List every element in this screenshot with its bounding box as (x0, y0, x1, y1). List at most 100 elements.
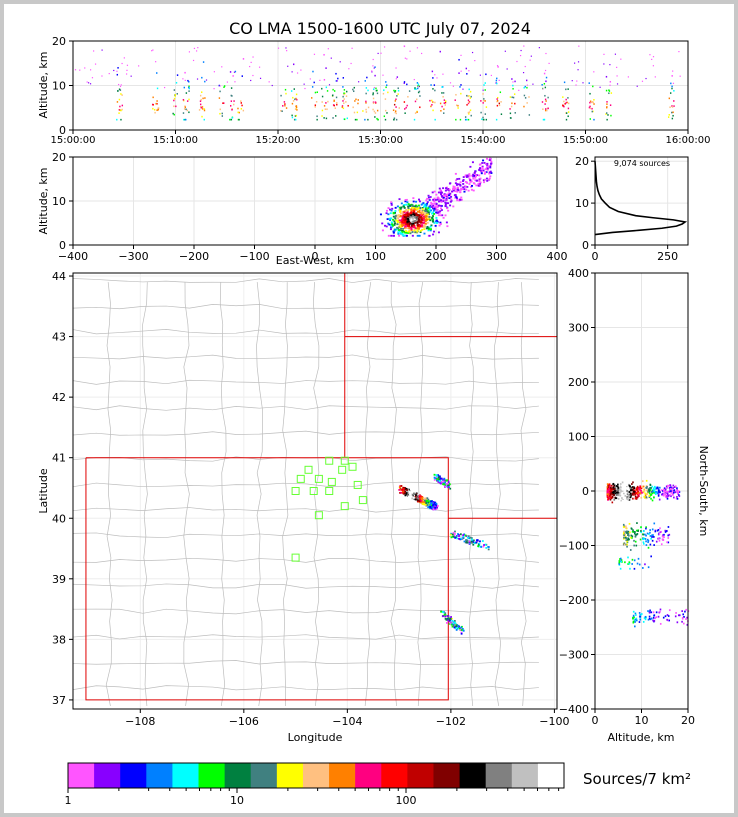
histogram-xtick-label: 0 (592, 250, 599, 263)
ew-height-source (458, 198, 461, 201)
ns-height-source (633, 492, 635, 495)
ew-height-source (479, 163, 482, 166)
county-boundary (72, 608, 539, 615)
map-lightning-source (400, 485, 403, 487)
ns-height-source (674, 485, 677, 488)
ns-height-source (668, 490, 671, 493)
ns-height-source (624, 484, 627, 487)
map-lightning-source (438, 481, 441, 484)
ns-height-source (667, 615, 670, 617)
time-height-source (593, 98, 595, 101)
ns-height-source (686, 623, 689, 626)
map-lightning-source (466, 541, 468, 544)
map-lightning-source (434, 503, 437, 506)
ns-height-source (639, 485, 641, 488)
time-height-source (526, 86, 528, 89)
time-height-source (528, 114, 531, 116)
time-height-source (398, 107, 400, 109)
time-height-source (333, 90, 336, 92)
ew-height-ytick-label: 0 (59, 239, 66, 252)
ns-height-source (610, 490, 613, 493)
ew-height-source (400, 227, 403, 230)
ns-height-source (635, 529, 638, 532)
ew-height-source (462, 186, 465, 189)
ew-height-source (399, 211, 402, 213)
map-lightning-source (443, 614, 446, 616)
time-height-source (184, 106, 187, 109)
ew-height-source (416, 223, 419, 226)
ns-height-source (650, 555, 652, 558)
time-height-source (482, 102, 484, 104)
ew-height-source (472, 182, 475, 184)
ew-height-source (444, 195, 447, 198)
time-height-source (116, 101, 119, 103)
ns-height-source (686, 616, 688, 619)
time-height-source (563, 100, 565, 103)
map-lightning-source (427, 498, 430, 501)
time-height-source (365, 108, 367, 111)
time-height-source (280, 94, 282, 97)
ns-height-source (618, 484, 621, 487)
ns-height-source (622, 488, 625, 491)
ew-height-source (452, 189, 455, 192)
ew-height-source (415, 214, 418, 217)
ew-height-source (452, 187, 455, 190)
ew-height-source (431, 215, 434, 217)
time-height-source (468, 88, 470, 91)
map-lightning-source (454, 622, 457, 625)
ew-height-source (434, 208, 437, 211)
time-height-source (458, 72, 460, 74)
ns-height-source (626, 545, 628, 548)
map-ytick-label: 37 (52, 694, 66, 707)
ns-height-source (628, 494, 630, 496)
ew-height-source (416, 234, 419, 237)
time-height-source (671, 106, 674, 108)
ew-height-source (489, 166, 492, 169)
ns-height-source (652, 490, 654, 493)
ew-height-source (457, 186, 460, 189)
ew-height-source (426, 197, 429, 200)
time-height-source (469, 97, 472, 99)
ew-height-source (453, 186, 456, 188)
time-height-source (496, 65, 499, 67)
time-height-source (201, 76, 203, 79)
lma-station-marker (304, 465, 313, 474)
time-height-source (201, 115, 203, 118)
ew-height-source (459, 183, 462, 186)
ns-height-source (610, 484, 613, 487)
map-lightning-source (451, 622, 454, 625)
time-height-source (467, 111, 470, 114)
time-height-source (358, 81, 360, 83)
colorbar-segment (537, 763, 565, 788)
ew-height-source (379, 213, 382, 216)
ns-height-source (661, 493, 663, 496)
time-height-source (459, 86, 461, 88)
ns-height-source (642, 567, 644, 569)
time-height-source (577, 61, 580, 63)
ew-height-source (425, 212, 428, 214)
map-lightning-source (472, 543, 475, 546)
ns-height-source (664, 615, 667, 618)
ew-height-source (410, 219, 413, 222)
ew-height-source (394, 217, 397, 220)
map-lightning-source (462, 536, 464, 539)
time-height-source (119, 105, 121, 108)
ew-height-source (435, 219, 438, 222)
ew-height-source (449, 192, 452, 195)
time-height-source (325, 86, 328, 89)
time-height-source (183, 108, 186, 110)
ew-height-source (406, 212, 409, 215)
time-height-source (231, 108, 233, 111)
ew-height-source (489, 170, 492, 173)
ns-height-source (677, 490, 680, 492)
time-height-source (544, 69, 547, 72)
ns-height-source (645, 487, 648, 489)
ew-height-source (427, 229, 430, 232)
ew-height-source (406, 211, 409, 213)
time-height-source (592, 85, 594, 88)
ew-height-source (401, 221, 404, 223)
map-lightning-source (448, 618, 451, 621)
time-height-source (419, 95, 421, 97)
ew-height-source (467, 189, 470, 192)
time-height-ylabel: Altitude, km (37, 51, 50, 118)
